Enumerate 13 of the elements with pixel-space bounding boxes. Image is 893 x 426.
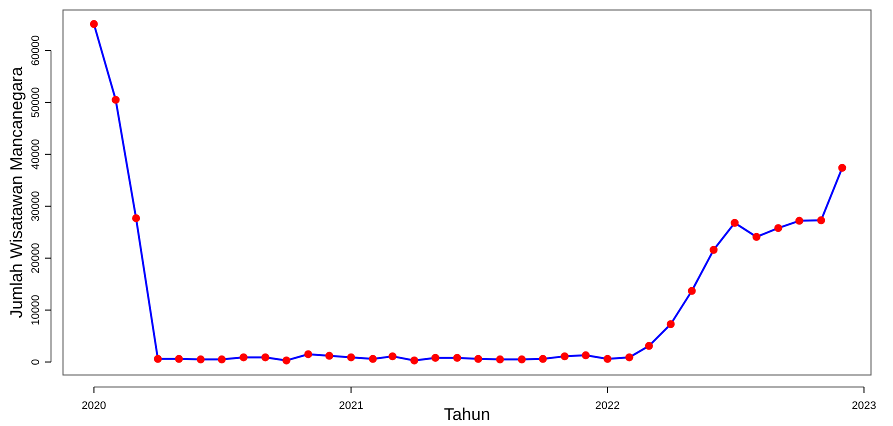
x-axis-title: Tahun [444,405,490,424]
y-tick-label: 60000 [30,35,42,66]
x-tick-label: 2020 [82,400,106,412]
y-tick-label: 20000 [30,242,42,274]
y-tick-label: 40000 [30,139,42,170]
x-tick-label: 2022 [595,400,620,412]
y-tick-label: 30000 [30,190,42,222]
y-tick-label: 0 [30,358,42,366]
x-tick-label: 2023 [852,400,876,412]
y-tick-label: 10000 [30,294,42,326]
y-tick-label: 50000 [30,87,42,118]
y-axis-title: Jumlah Wisatawan Mancanegara [7,66,26,318]
x-tick-label: 2021 [338,400,364,412]
